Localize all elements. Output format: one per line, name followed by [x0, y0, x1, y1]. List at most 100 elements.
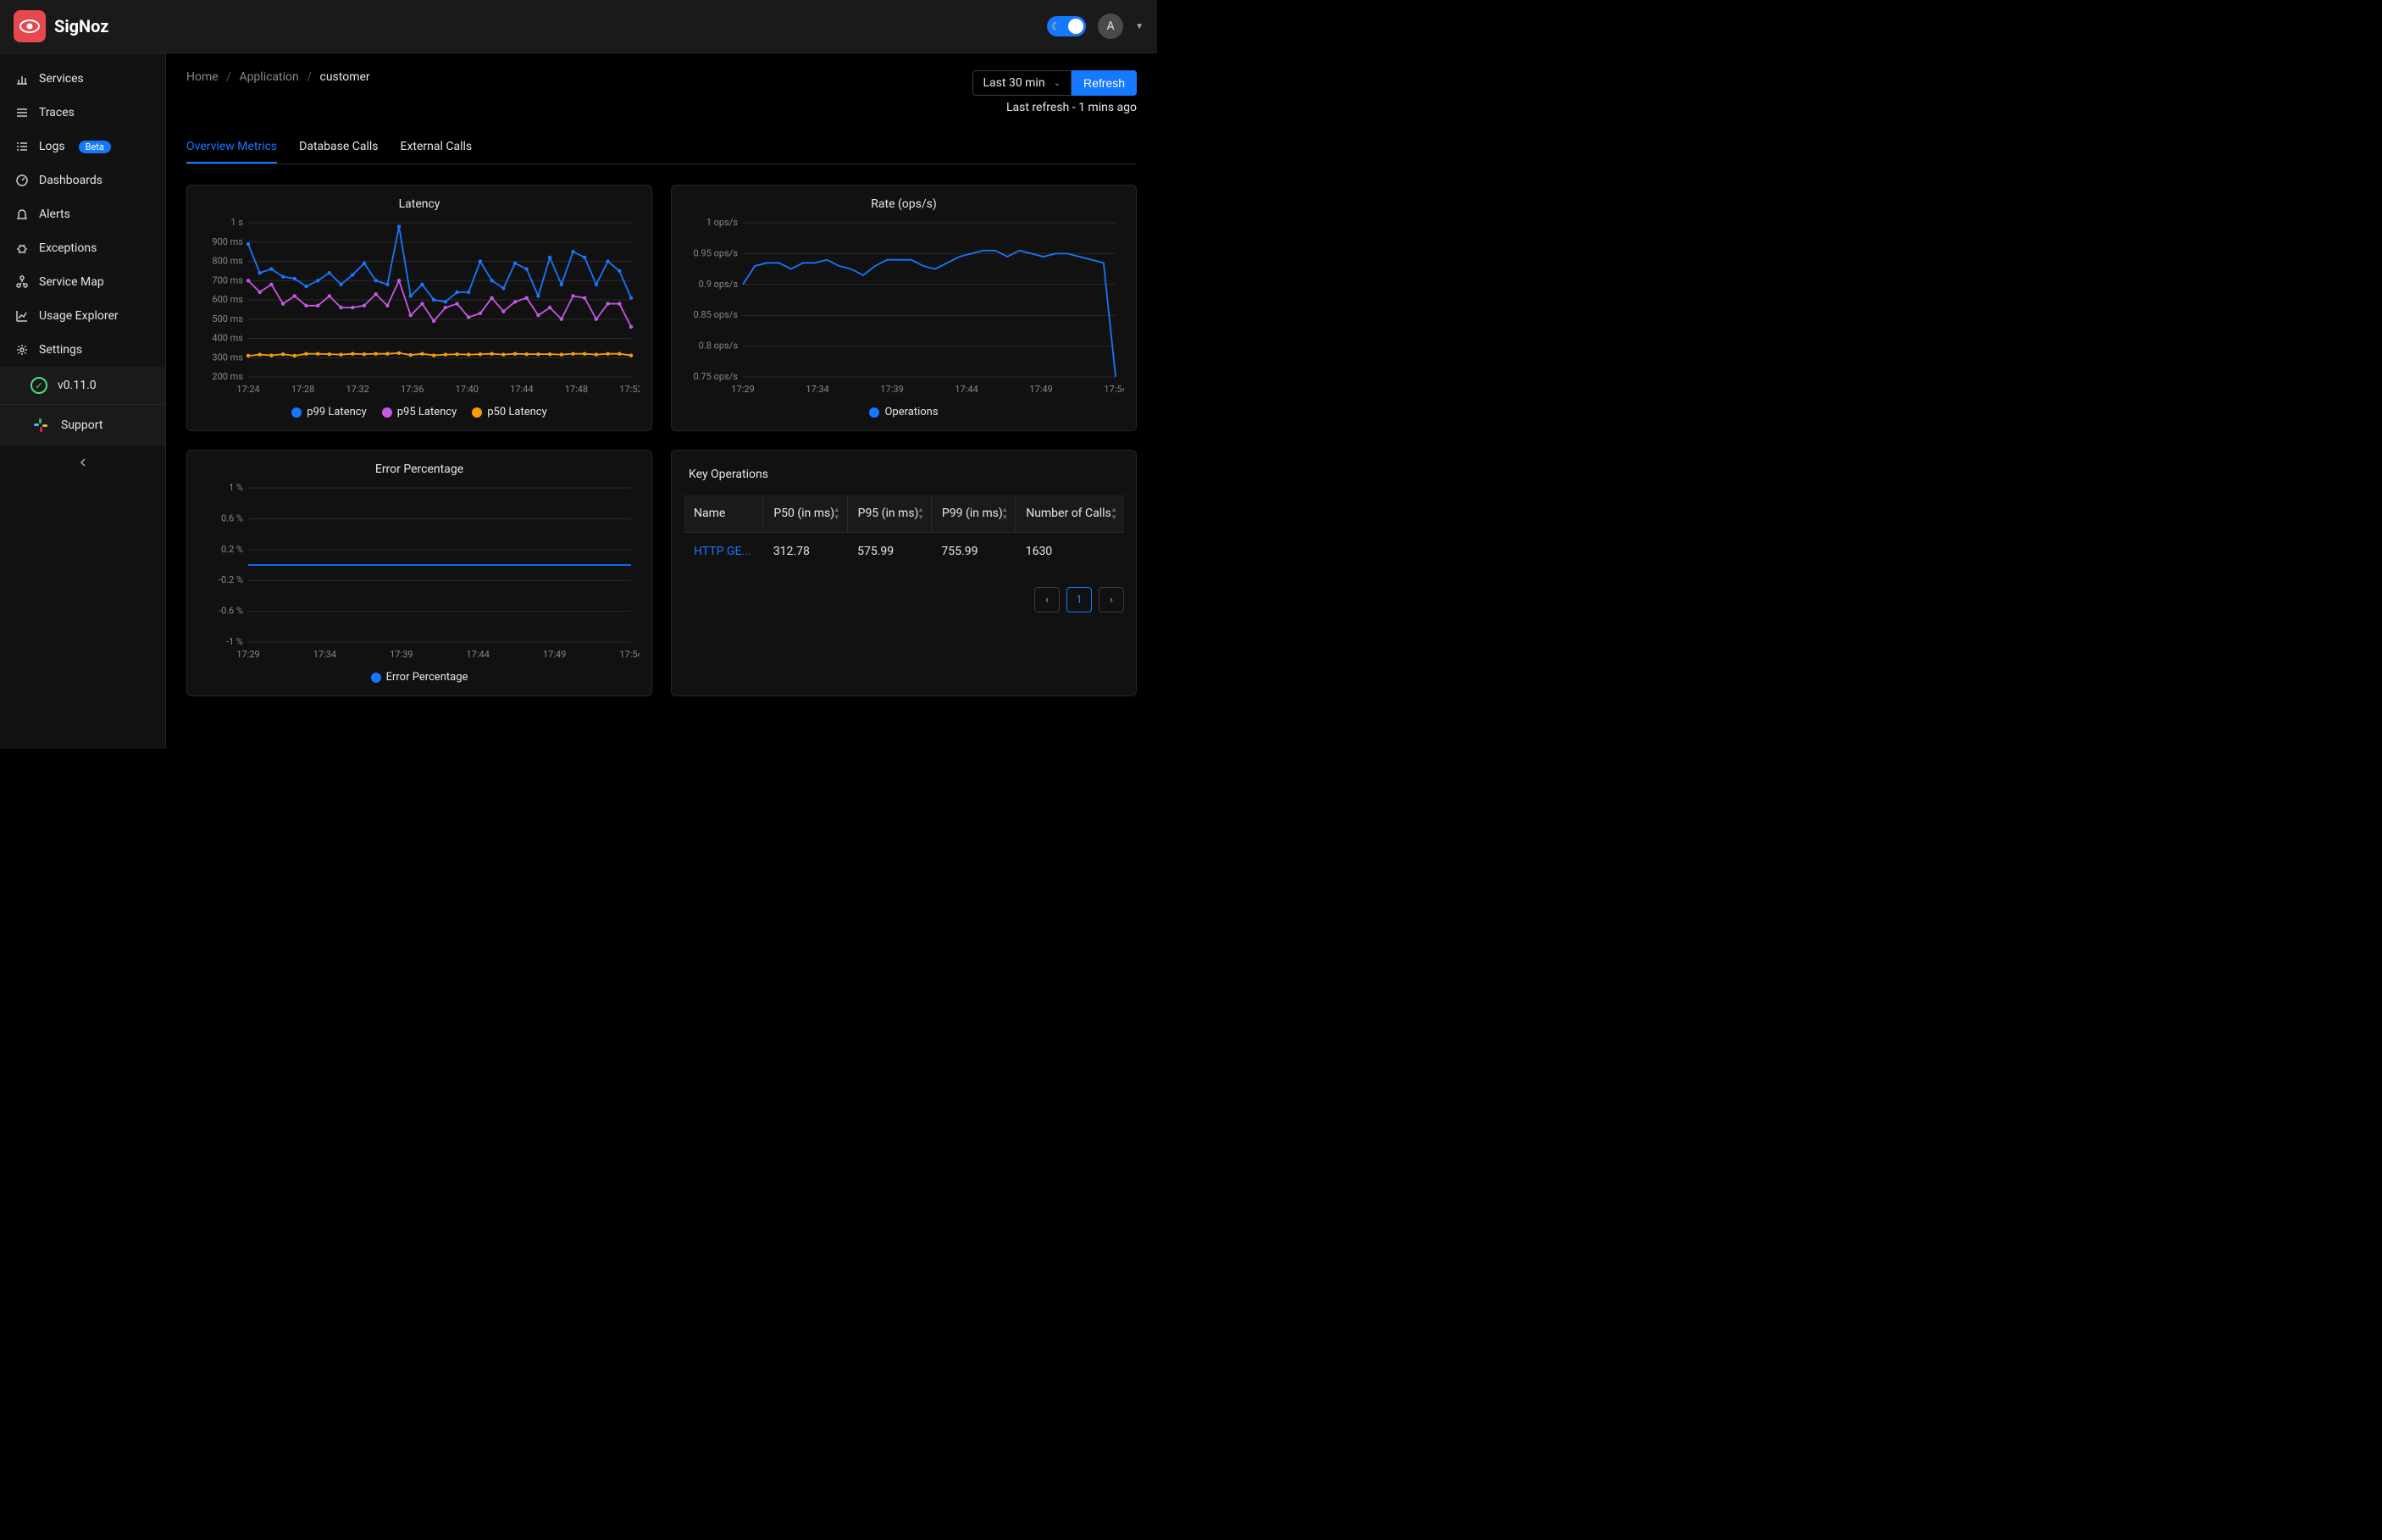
col-p99[interactable]: P99 (in ms)▲▼ — [931, 495, 1015, 533]
refresh-button[interactable]: Refresh — [1072, 70, 1137, 96]
rate-panel: Rate (ops/s) 1 ops/s 0.95 ops/s 0.9 ops/s 0… — [671, 185, 1137, 431]
sidebar-item-label: Service Map — [39, 275, 104, 289]
legend-label: Operations — [884, 406, 938, 418]
latency-chart: 1 s900 ms800 ms700 ms600 ms500 ms400 ms3… — [199, 218, 640, 396]
gear-icon — [15, 343, 29, 357]
sidebar-item-label: Settings — [39, 343, 82, 357]
svg-text:17:24: 17:24 — [236, 384, 259, 395]
avatar-initial: A — [1107, 19, 1115, 33]
brand: SigNoz — [14, 10, 108, 42]
avatar[interactable]: A — [1098, 14, 1123, 39]
sidebar-item-services[interactable]: Services — [0, 62, 165, 96]
rate-legend: Operations — [684, 406, 1124, 418]
legend-label: p95 Latency — [397, 406, 457, 418]
sidebar-item-service-map[interactable]: Service Map — [0, 265, 165, 299]
bell-icon — [15, 208, 29, 221]
svg-text:1 %: 1 % — [229, 483, 243, 493]
svg-text:17:44: 17:44 — [955, 384, 978, 395]
sidebar-support[interactable]: Support — [0, 404, 165, 446]
pagination: ‹ 1 › — [684, 587, 1124, 612]
sidebar-item-label: Dashboards — [39, 174, 102, 187]
svg-text:17:49: 17:49 — [1029, 384, 1052, 395]
svg-text:17:44: 17:44 — [466, 649, 489, 660]
svg-text:-1 %: -1 % — [226, 636, 243, 647]
page-number-button[interactable]: 1 — [1066, 587, 1092, 612]
chevron-down-icon[interactable]: ▼ — [1135, 22, 1144, 31]
svg-text:17:29: 17:29 — [731, 384, 754, 395]
toggle-knob — [1068, 19, 1083, 34]
svg-text:300 ms: 300 ms — [212, 352, 243, 363]
sidebar-item-exceptions[interactable]: Exceptions — [0, 231, 165, 265]
page-prev-button[interactable]: ‹ — [1034, 587, 1060, 612]
col-p50[interactable]: P50 (in ms)▲▼ — [763, 495, 847, 533]
tab-external-calls[interactable]: External Calls — [401, 131, 473, 163]
tab-database-calls[interactable]: Database Calls — [299, 131, 378, 163]
operation-link[interactable]: HTTP GE... — [694, 545, 753, 558]
sidebar-collapse-button[interactable] — [0, 446, 165, 479]
beta-badge: Beta — [79, 141, 111, 153]
svg-text:0.8 ops/s: 0.8 ops/s — [699, 341, 739, 352]
tab-overview-metrics[interactable]: Overview Metrics — [186, 131, 277, 163]
cell-calls: 1630 — [1016, 533, 1124, 571]
col-name[interactable]: Name — [684, 495, 763, 533]
svg-text:0.2 %: 0.2 % — [221, 544, 243, 555]
svg-text:17:36: 17:36 — [401, 384, 424, 395]
breadcrumb-app[interactable]: Application — [239, 70, 298, 84]
svg-text:500 ms: 500 ms — [212, 313, 243, 324]
sidebar-item-settings[interactable]: Settings — [0, 333, 165, 367]
chevron-down-icon: ⌄ — [1054, 79, 1061, 88]
sidebar-item-alerts[interactable]: Alerts — [0, 197, 165, 231]
chart-bar-icon — [15, 72, 29, 86]
sidebar-item-traces[interactable]: Traces — [0, 96, 165, 130]
theme-toggle[interactable]: ☾ — [1047, 16, 1086, 36]
trend-icon — [15, 309, 29, 323]
key-operations-table: Name P50 (in ms)▲▼ P95 (in ms)▲▼ P99 (in… — [684, 495, 1124, 570]
table-row: HTTP GE... 312.78 575.99 755.99 1630 — [684, 533, 1124, 571]
sort-icon: ▲▼ — [834, 506, 840, 521]
breadcrumb-current: customer — [320, 70, 370, 84]
list-icon — [15, 140, 29, 153]
svg-text:17:29: 17:29 — [236, 649, 259, 660]
bug-icon — [15, 241, 29, 255]
tabs: Overview Metrics Database Calls External… — [186, 131, 1137, 164]
cell-p95: 575.99 — [847, 533, 931, 571]
svg-text:17:40: 17:40 — [456, 384, 479, 395]
sidebar-item-logs[interactable]: Logs Beta — [0, 130, 165, 163]
svg-text:-0.6 %: -0.6 % — [219, 606, 243, 617]
sidebar-item-usage-explorer[interactable]: Usage Explorer — [0, 299, 165, 333]
svg-text:600 ms: 600 ms — [212, 294, 243, 305]
legend-label: p50 Latency — [487, 406, 547, 418]
svg-text:17:32: 17:32 — [346, 384, 368, 395]
breadcrumb-home[interactable]: Home — [186, 70, 219, 84]
sidebar-item-label: Services — [39, 72, 84, 86]
last-refresh-text: Last refresh - 1 mins ago — [1006, 101, 1137, 114]
svg-text:0.9 ops/s: 0.9 ops/s — [699, 279, 739, 290]
panel-title: Rate (ops/s) — [684, 197, 1124, 211]
error-panel: Error Percentage 1 %0.6 %0.2 %-0.2 %-0.6… — [186, 450, 652, 696]
svg-text:17:34: 17:34 — [806, 384, 828, 395]
col-p95[interactable]: P95 (in ms)▲▼ — [847, 495, 931, 533]
svg-text:17:28: 17:28 — [291, 384, 314, 395]
svg-text:17:39: 17:39 — [880, 384, 903, 395]
brand-logo-icon — [14, 10, 46, 42]
main-content: Home / Application / customer Last 30 mi… — [166, 53, 1157, 749]
page-next-button[interactable]: › — [1099, 587, 1124, 612]
time-range-label: Last 30 min — [983, 76, 1045, 90]
svg-text:0.95 ops/s: 0.95 ops/s — [693, 247, 738, 258]
network-icon — [15, 275, 29, 289]
col-calls[interactable]: Number of Calls▲▼ — [1016, 495, 1124, 533]
svg-text:0.85 ops/s: 0.85 ops/s — [693, 309, 738, 320]
svg-text:17:44: 17:44 — [510, 384, 533, 395]
sort-icon: ▲▼ — [1001, 506, 1008, 521]
slack-icon — [30, 415, 51, 435]
sidebar-item-dashboards[interactable]: Dashboards — [0, 163, 165, 197]
sidebar-version[interactable]: ✓ v0.11.0 — [0, 367, 165, 404]
panel-title: Error Percentage — [199, 463, 640, 476]
panel-title: Latency — [199, 197, 640, 211]
svg-text:1 ops/s: 1 ops/s — [706, 218, 739, 228]
sort-icon: ▲▼ — [917, 506, 924, 521]
time-range-select[interactable]: Last 30 min ⌄ — [972, 70, 1072, 96]
sidebar-item-label: Logs — [39, 140, 65, 153]
svg-text:900 ms: 900 ms — [212, 236, 243, 247]
key-operations-panel: Key Operations Name P50 (in ms)▲▼ P95 (i… — [671, 450, 1137, 696]
